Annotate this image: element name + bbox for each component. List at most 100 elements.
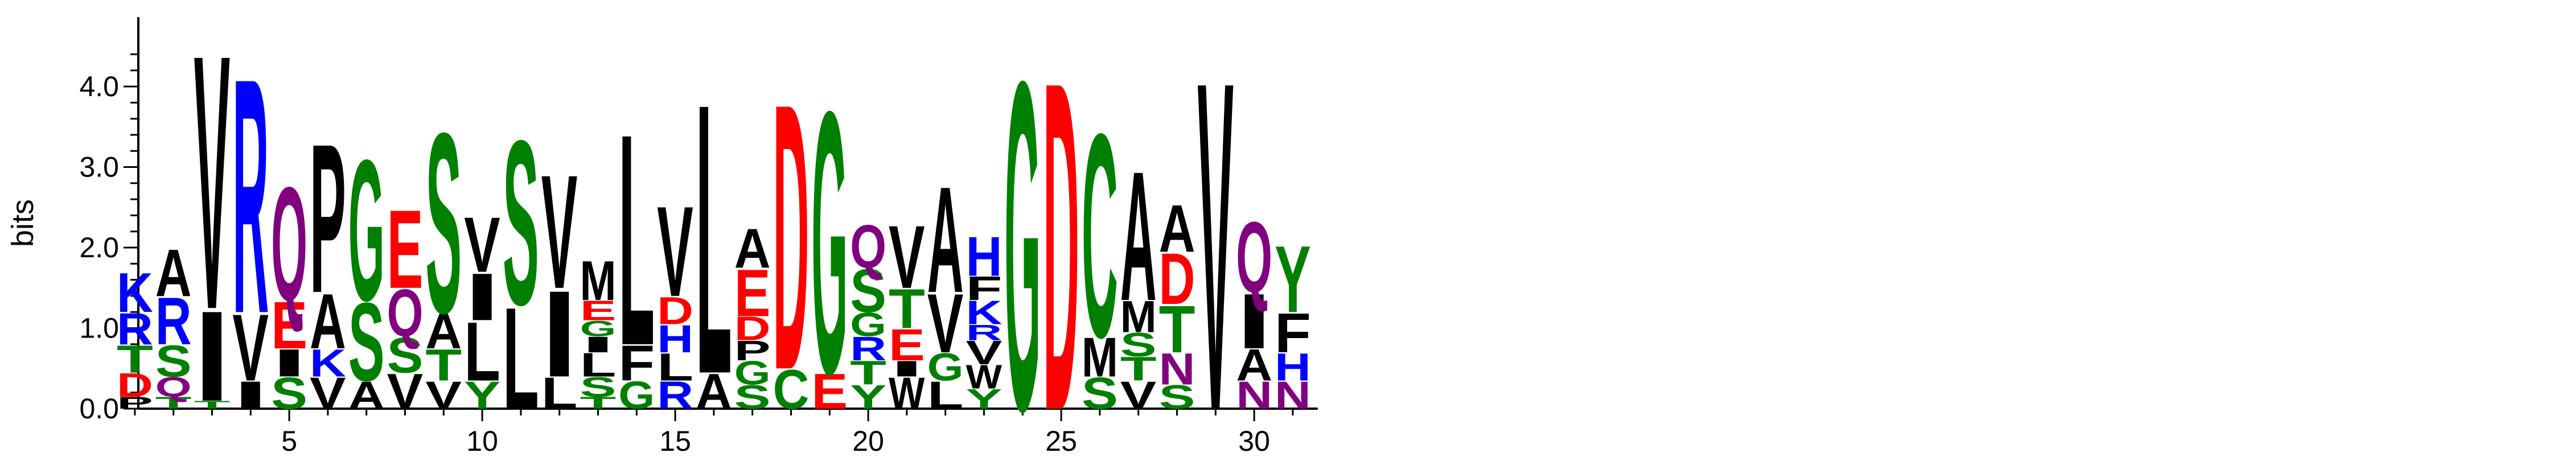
residue-Q-pos-20: Q [850, 212, 886, 281]
residue-letter: A [155, 236, 192, 311]
residue-R-pos-1: R [117, 303, 153, 353]
residue-E-pos-8: E [387, 187, 424, 312]
residue-I-pos-3: I [194, 285, 231, 428]
residue-letter: S [348, 279, 385, 404]
residue-K-pos-6: K [310, 341, 346, 385]
residue-L-pos-12: L [541, 368, 578, 418]
residue-S-pos-8: S [387, 327, 424, 384]
residue-T-pos-1: T [117, 337, 153, 381]
residue-V-pos-8: V [387, 364, 424, 419]
residue-R-pos-23: R [966, 320, 1003, 345]
residue-V-pos-21: V [889, 207, 925, 307]
residue-S-pos-5: S [271, 368, 307, 418]
residue-letter: D [773, 24, 810, 449]
residue-R-pos-15: R [657, 373, 693, 417]
residue-letter: T [1159, 291, 1195, 367]
residue-P-pos-1: P [117, 393, 153, 412]
residue-letter: R [966, 320, 1003, 345]
residue-A-pos-28: A [1159, 192, 1195, 266]
residue-N-pos-30: N [1236, 373, 1272, 417]
residue-S-pos-11: S [503, 92, 539, 354]
residue-G-pos-7: G [348, 119, 385, 343]
residue-letter: M [1082, 326, 1118, 388]
residue-F-pos-14: F [618, 335, 655, 392]
residue-letter: S [850, 257, 886, 326]
residue-N-pos-31: N [1275, 373, 1311, 417]
residue-letter: C [773, 358, 810, 421]
residue-letter: F [1275, 302, 1311, 365]
residue-F-pos-23: F [966, 269, 1003, 307]
residue-letter: I [889, 356, 925, 381]
residue-letter: F [618, 335, 655, 392]
residue-W-pos-21: W [889, 369, 925, 418]
residue-letter: R [117, 303, 153, 353]
residue-letter: Q [271, 154, 307, 335]
residue-letter: T [580, 394, 617, 413]
residue-letter: N [1275, 373, 1311, 417]
x-tick-label: 20 [852, 425, 884, 457]
residue-T-pos-13: T [580, 394, 617, 413]
residue-letter: L [464, 305, 500, 399]
residue-D-pos-17: D [734, 310, 771, 347]
residue-Y-pos-20: Y [850, 378, 886, 416]
residue-letter: N [1159, 344, 1195, 394]
residue-Y-pos-31: Y [1275, 226, 1311, 332]
residue-letter: E [271, 287, 307, 363]
residue-I-pos-4: I [232, 373, 269, 417]
residue-D-pos-1: D [117, 366, 153, 404]
residue-letter: V [387, 364, 424, 419]
residue-letter: N [1236, 373, 1272, 417]
residue-letter: I [580, 332, 617, 357]
x-tick-label: 5 [281, 425, 297, 457]
residue-A-pos-2: A [155, 236, 192, 311]
residue-A-pos-30: A [1236, 340, 1272, 390]
residue-I-pos-21: I [889, 356, 925, 381]
residue-letter: G [734, 355, 771, 392]
residue-letter: D [734, 310, 771, 347]
residue-Q-pos-8: Q [387, 275, 424, 351]
y-tick-label: 3.0 [79, 151, 119, 183]
residue-letter: H [966, 225, 1003, 287]
residue-letter: S [734, 378, 771, 416]
residue-letter: K [966, 294, 1003, 331]
residue-S-pos-2: S [155, 336, 192, 386]
y-tick-label: 1.0 [79, 312, 119, 344]
residue-letter: R [850, 330, 886, 368]
residue-letter: A [425, 303, 462, 359]
residue-Q-pos-30: Q [1236, 201, 1272, 314]
residue-E-pos-5: E [271, 287, 307, 363]
residue-letter: V [927, 277, 964, 371]
residue-letter: T [889, 278, 925, 340]
residue-G-pos-22: G [927, 345, 964, 389]
residue-G-pos-24: G [1004, 0, 1041, 465]
residue-letter: M [1120, 293, 1157, 342]
residue-letter: V [310, 368, 346, 418]
residue-letter: W [889, 369, 925, 418]
residue-V-pos-3: V [194, 0, 231, 385]
y-axis-label: bits [6, 199, 40, 247]
residue-G-pos-14: G [618, 373, 655, 417]
residue-letter: S [387, 327, 424, 384]
residue-letter: G [1004, 0, 1041, 465]
residue-letter: R [155, 285, 192, 359]
residue-letter: V [194, 0, 231, 385]
residue-letter: E [387, 187, 424, 312]
residue-A-pos-7: A [348, 373, 385, 417]
residue-letter: F [966, 269, 1003, 307]
residue-L-pos-16: L [696, 23, 732, 455]
residue-letter: T [117, 337, 153, 381]
residue-letter: V [657, 179, 693, 323]
residue-Q-pos-2: Q [155, 372, 192, 403]
residue-letter: A [310, 278, 346, 365]
residue-A-pos-9: A [425, 303, 462, 359]
residue-letter: S [1120, 326, 1157, 364]
residue-letter: G [348, 119, 385, 343]
residue-letter: D [1043, 0, 1079, 465]
residue-letter: S [1082, 368, 1118, 418]
residue-M-pos-26: M [1082, 326, 1118, 388]
residue-C-pos-26: C [1082, 73, 1118, 398]
residue-V-pos-4: V [232, 294, 269, 401]
residue-letter: T [850, 354, 886, 392]
residue-V-pos-15: V [657, 179, 693, 323]
residue-S-pos-9: S [425, 80, 462, 367]
